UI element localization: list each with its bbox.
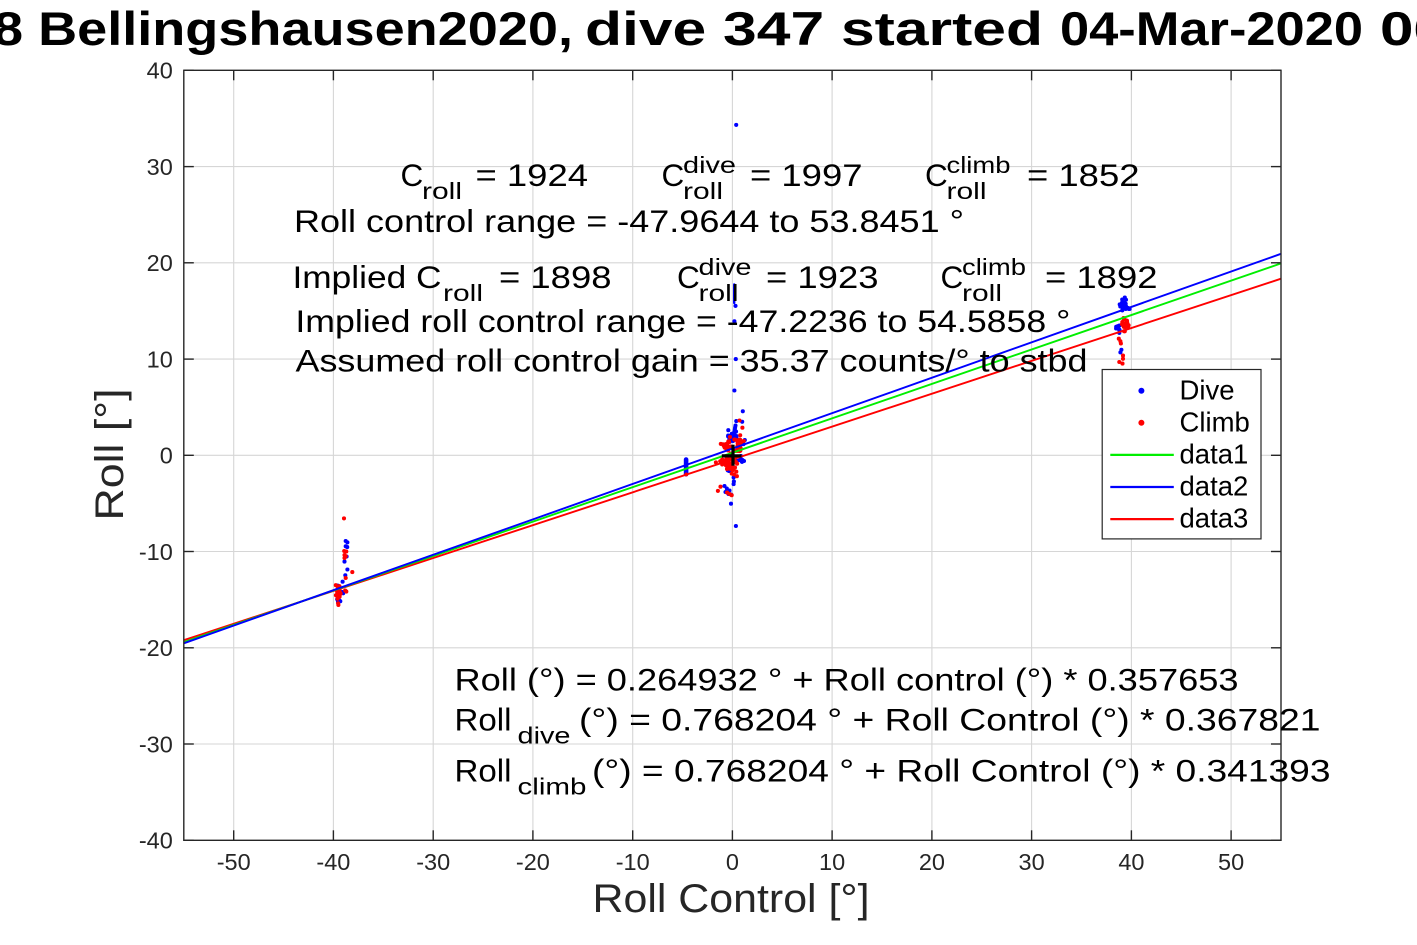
svg-text:20: 20 <box>147 250 173 276</box>
svg-text:Roll [°]: Roll [°] <box>88 389 132 521</box>
svg-text:50: 50 <box>1218 849 1244 875</box>
svg-text:Implied C: Implied C <box>293 259 442 295</box>
svg-text:Roll: Roll <box>455 752 512 788</box>
svg-text:roll: roll <box>947 178 987 204</box>
svg-text:Roll Control [°]: Roll Control [°] <box>593 877 870 921</box>
svg-text:climb: climb <box>947 152 1011 178</box>
svg-text:data2: data2 <box>1180 471 1249 502</box>
svg-text:Roll: Roll <box>455 702 512 738</box>
svg-text:-30: -30 <box>139 731 173 757</box>
svg-text:-20: -20 <box>139 635 173 661</box>
svg-text:Assumed roll control gain = 35: Assumed roll control gain = 35.37 counts… <box>296 343 1088 379</box>
svg-text:roll: roll <box>683 178 723 204</box>
svg-text:= 1924: = 1924 <box>476 157 589 193</box>
svg-text:C: C <box>941 259 964 295</box>
svg-text:8 Bellingshausen2020,: 8 Bellingshausen2020, <box>0 2 573 55</box>
svg-text:roll: roll <box>699 280 739 306</box>
svg-text:data3: data3 <box>1180 503 1249 534</box>
svg-text:= 1898: = 1898 <box>499 259 612 295</box>
svg-text:roll: roll <box>422 178 462 204</box>
svg-text:10: 10 <box>819 849 845 875</box>
svg-text:-10: -10 <box>139 539 173 565</box>
svg-text:roll: roll <box>443 280 483 306</box>
svg-text:= 1923: = 1923 <box>766 259 879 295</box>
svg-text:06:57: 06:57 <box>1380 2 1417 55</box>
svg-text:10: 10 <box>147 346 173 372</box>
svg-text:20: 20 <box>919 849 945 875</box>
svg-text:04-Mar-2020: 04-Mar-2020 <box>1060 2 1363 55</box>
svg-text:-40: -40 <box>316 849 350 875</box>
svg-text:Roll (°) = 0.264932 ° + Roll c: Roll (°) = 0.264932 ° + Roll control (°)… <box>455 662 1239 698</box>
svg-text:climb: climb <box>518 773 587 799</box>
svg-text:dive: dive <box>699 254 752 280</box>
svg-text:climb: climb <box>962 254 1026 280</box>
svg-text:= 1892: = 1892 <box>1045 259 1158 295</box>
svg-text:-30: -30 <box>416 849 450 875</box>
svg-text:= 1852: = 1852 <box>1027 157 1140 193</box>
svg-text:Climb: Climb <box>1180 406 1250 437</box>
svg-text:-50: -50 <box>217 849 251 875</box>
svg-text:dive: dive <box>518 723 571 749</box>
svg-text:0: 0 <box>160 443 173 469</box>
svg-text:40: 40 <box>1118 849 1144 875</box>
svg-text:data1: data1 <box>1180 439 1249 470</box>
svg-text:C: C <box>662 157 685 193</box>
svg-text:dive: dive <box>683 152 736 178</box>
svg-text:-40: -40 <box>139 828 173 854</box>
svg-text:30: 30 <box>1019 849 1045 875</box>
svg-text:dive 347 started: dive 347 started <box>585 2 1043 55</box>
svg-text:C: C <box>677 259 700 295</box>
svg-text:= 1997: = 1997 <box>750 157 863 193</box>
svg-text:30: 30 <box>147 154 173 180</box>
svg-text:Dive: Dive <box>1180 374 1235 405</box>
svg-text:-10: -10 <box>616 849 650 875</box>
svg-text:Implied roll control range = -: Implied roll control range = -47.2236 to… <box>295 303 1070 339</box>
svg-text:C: C <box>401 157 424 193</box>
svg-text:40: 40 <box>147 58 173 84</box>
svg-text:(°) = 0.768204 ° + Roll Contro: (°) = 0.768204 ° + Roll Control (°) * 0.… <box>592 752 1331 788</box>
svg-text:roll: roll <box>962 280 1002 306</box>
svg-text:C: C <box>925 157 948 193</box>
svg-text:0: 0 <box>726 849 739 875</box>
svg-text:-20: -20 <box>516 849 550 875</box>
svg-text:(°) = 0.768204 ° + Roll Contro: (°) = 0.768204 ° + Roll Control (°) * 0.… <box>579 702 1321 738</box>
svg-text:Roll control range = -47.9644: Roll control range = -47.9644 to 53.8451… <box>294 203 964 239</box>
